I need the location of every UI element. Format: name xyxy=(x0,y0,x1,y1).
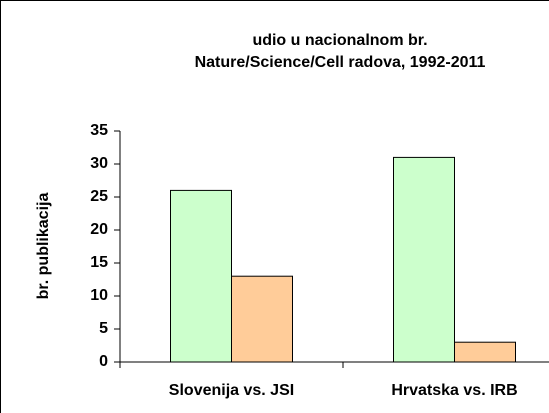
y-tick-label: 10 xyxy=(90,287,108,304)
chart-title: udio u nacionalnom br. xyxy=(252,32,427,49)
y-axis-label: br. publikacija xyxy=(35,193,52,300)
chart-title: Nature/Science/Cell radova, 1992-2011 xyxy=(195,54,486,71)
y-tick-label: 25 xyxy=(90,188,108,205)
bar xyxy=(454,341,516,363)
x-tick-label: Slovenija vs. JSI xyxy=(169,382,294,399)
bar xyxy=(231,275,293,363)
y-tick-label: 5 xyxy=(99,320,108,337)
x-tick-label: Hrvatska vs. IRB xyxy=(391,382,517,399)
y-tick-label: 30 xyxy=(90,155,108,172)
bar xyxy=(170,189,232,363)
bar xyxy=(393,156,455,363)
y-tick-label: 15 xyxy=(90,254,108,271)
y-tick-label: 0 xyxy=(99,353,108,370)
y-tick-label: 20 xyxy=(90,221,108,238)
y-tick-label: 35 xyxy=(90,122,108,139)
